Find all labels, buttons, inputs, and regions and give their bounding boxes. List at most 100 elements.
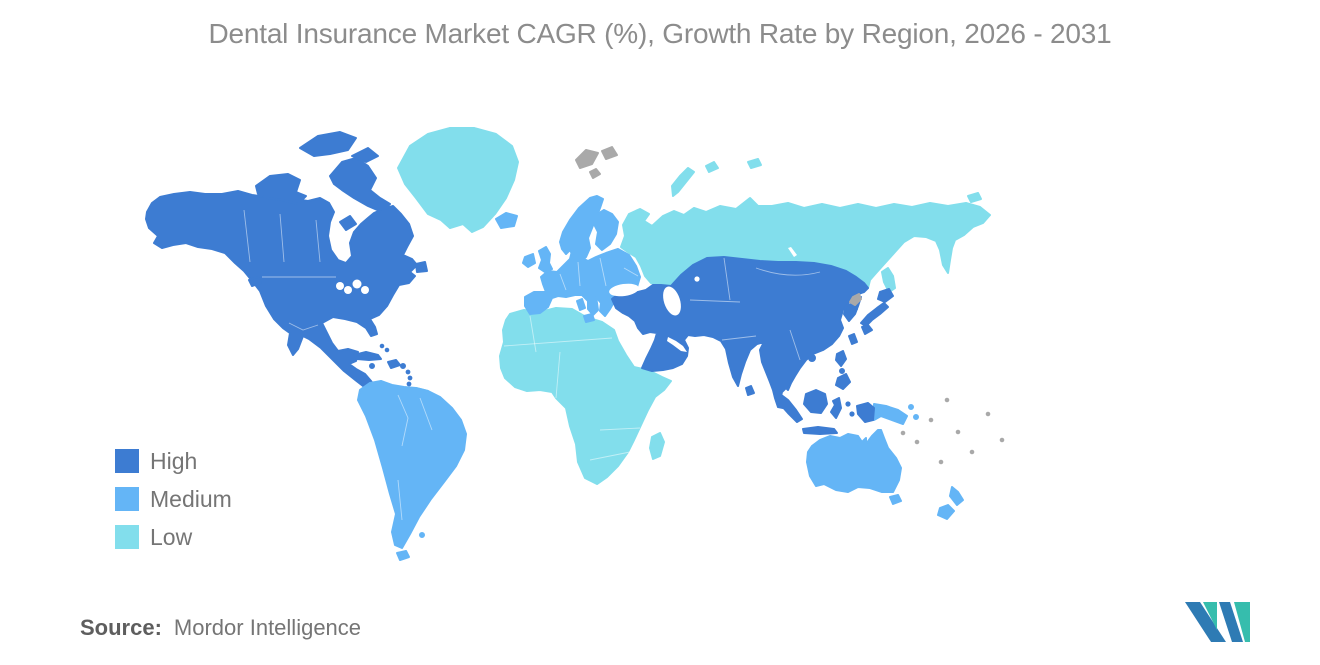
region-madagascar: [649, 432, 665, 460]
region-philippines-visayas: [839, 368, 845, 374]
region-north-america-mainland: [145, 190, 418, 392]
region-japan-hokkaido: [877, 288, 894, 303]
region-newfoundland: [415, 261, 428, 273]
region-vancouver-island: [248, 276, 262, 287]
region-africa-mainland: [499, 307, 672, 485]
region-png-island-2: [913, 414, 919, 420]
region-puerto-rico: [400, 363, 406, 369]
region-java: [802, 426, 838, 435]
region-sulawesi: [830, 397, 842, 419]
region-wrangel-island: [967, 192, 982, 203]
region-novaya-zemlya: [671, 167, 695, 197]
region-great-britain: [538, 246, 553, 273]
region-taiwan: [848, 333, 858, 345]
legend-item-low: Low: [115, 523, 232, 550]
legend-swatch-medium: [115, 487, 139, 511]
source-line: Source: Mordor Intelligence: [80, 615, 361, 641]
region-hispaniola: [387, 359, 401, 369]
great-lake-4: [361, 286, 369, 294]
region-canada-arctic-ellesmere: [299, 131, 357, 157]
legend-swatch-low: [115, 525, 139, 549]
legend-swatch-high: [115, 449, 139, 473]
region-greenland: [397, 127, 519, 233]
region-sri-lanka: [745, 385, 755, 396]
region-group-africa: [499, 307, 672, 485]
persian-gulf: [667, 337, 687, 352]
source-value: Mordor Intelligence: [173, 615, 362, 640]
mordor-intelligence-logo: [1184, 602, 1250, 643]
region-arctic-island: [747, 158, 762, 169]
region-sumatra: [775, 393, 803, 423]
region-borneo: [803, 389, 828, 414]
region-west-papua: [856, 402, 875, 423]
lake-baikal: [788, 247, 797, 257]
region-nz-north-island: [949, 486, 964, 506]
region-bahamas-2: [384, 347, 390, 353]
caspian-sea: [663, 286, 681, 316]
logo-left-slit: [1184, 618, 1211, 643]
region-svalbard-3: [589, 168, 601, 179]
region-severnaya-zemlya: [705, 161, 719, 173]
logo-right-stroke: [1219, 602, 1243, 642]
great-lake-3: [352, 279, 362, 289]
legend: High Medium Low: [115, 447, 232, 563]
region-sicily: [583, 313, 595, 323]
region-jamaica: [369, 363, 375, 369]
region-iceland: [495, 212, 518, 229]
region-nz-south-island: [937, 504, 955, 520]
logo-left-stroke: [1185, 602, 1226, 642]
water-overlays: [336, 247, 797, 352]
region-japan-honshu: [860, 302, 889, 327]
logo-right-bar: [1234, 602, 1250, 642]
region-tasmania: [889, 494, 902, 505]
region-group-north-america: [145, 131, 428, 392]
region-finland: [593, 209, 619, 251]
logo-middle-triangle: [1203, 602, 1217, 630]
region-north-korea: [849, 293, 862, 306]
region-sakhalin: [881, 267, 896, 293]
region-group-oceania: [806, 403, 964, 520]
black-sea: [609, 283, 639, 297]
region-svalbard-1: [575, 149, 599, 169]
legend-label-medium: Medium: [150, 485, 232, 512]
region-australia: [806, 429, 902, 493]
chart-title: Dental Insurance Market CAGR (%), Growth…: [208, 18, 1112, 49]
region-antilles-3: [406, 381, 412, 387]
region-pacific-islands: [900, 397, 1005, 465]
internal-borders: [243, 209, 821, 521]
region-philippines-luzon: [835, 350, 847, 367]
legend-label-low: Low: [150, 523, 193, 550]
region-tierra-del-fuego: [396, 550, 410, 561]
region-group-no-data: [575, 146, 1005, 465]
region-group-caribbean: [353, 343, 413, 387]
region-japan-kyushu: [861, 324, 873, 335]
great-lake-2: [344, 286, 352, 294]
region-papua-new-guinea: [873, 403, 908, 425]
region-philippines-mindanao: [835, 373, 851, 390]
legend-item-high: High: [115, 447, 232, 474]
great-lake-1: [336, 282, 344, 290]
region-sardinia: [576, 298, 586, 311]
region-hainan: [808, 354, 816, 362]
legend-label-high: High: [150, 447, 198, 474]
region-ireland: [522, 253, 536, 268]
region-svalbard-2: [601, 146, 618, 160]
region-png-island-1: [908, 404, 914, 410]
region-group-russia: [620, 158, 991, 293]
region-group-south-america: [357, 380, 467, 561]
region-canada-arctic-baffin: [329, 157, 391, 213]
region-falkland: [419, 532, 425, 538]
region-antilles-2: [407, 375, 413, 381]
region-cuba: [353, 351, 382, 361]
legend-item-medium: Medium: [115, 485, 232, 512]
region-canada-arctic-victoria: [255, 173, 307, 205]
region-antilles-1: [405, 369, 411, 375]
region-southampton-island: [339, 215, 357, 231]
region-moluccas-2: [849, 411, 855, 417]
source-label: Source:: [80, 615, 162, 640]
region-south-america-mainland: [357, 380, 467, 549]
aral-sea: [694, 276, 700, 282]
region-canada-arctic-devon: [351, 147, 379, 163]
